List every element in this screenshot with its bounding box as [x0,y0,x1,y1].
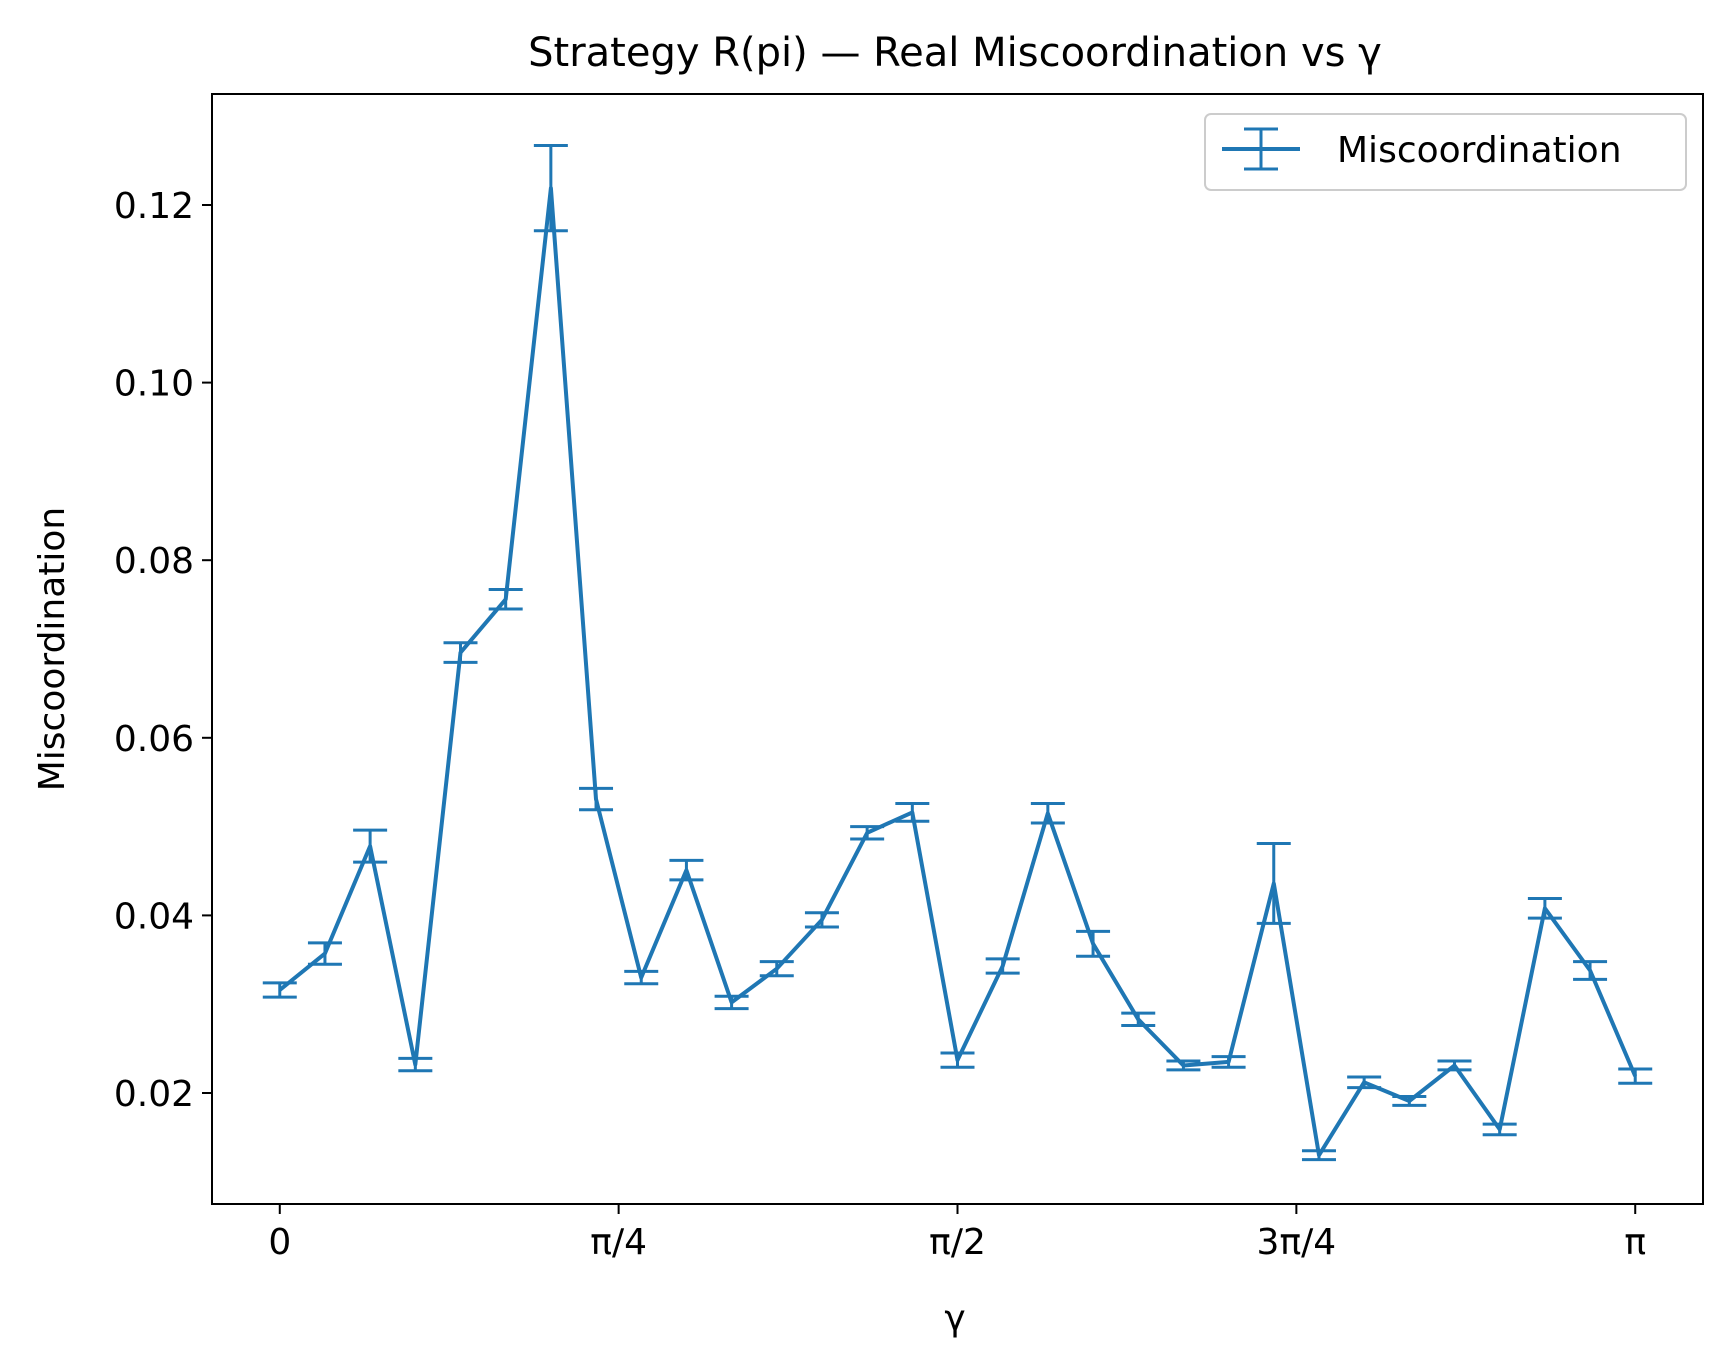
legend-box [1204,113,1687,191]
x-axis-label: γ [944,1298,965,1339]
y-tick-label: 0.04 [114,896,194,937]
y-tick-label: 0.06 [114,719,194,760]
y-tick-label: 0.02 [114,1074,194,1115]
series-line-miscoordination [278,186,1638,1158]
y-axis-label: Miscoordination [32,507,73,792]
chart-title: Strategy R(pi) — Real Miscoordination vs… [528,30,1382,76]
legend-label: Miscoordination [1337,130,1622,171]
x-tick-label: π [1624,1222,1646,1263]
y-tick-label: 0.10 [114,364,194,405]
error-bars [262,144,1653,1162]
legend-marker [1222,127,1300,171]
x-tick-label: 0 [268,1222,291,1263]
legend: Miscoordination [1204,113,1687,191]
y-tick-label: 0.08 [114,541,194,582]
x-axis: 0 π/4 π/2 3π/4 π [268,1204,1646,1263]
x-tick-label: 3π/4 [1257,1222,1337,1263]
plot-frame [211,93,1704,1205]
y-tick-label: 0.12 [114,186,194,227]
y-axis: 0.02 0.04 0.06 0.08 0.10 0.12 [114,186,212,1115]
x-tick-label: π/2 [929,1222,986,1263]
x-tick-label: π/4 [590,1222,647,1263]
